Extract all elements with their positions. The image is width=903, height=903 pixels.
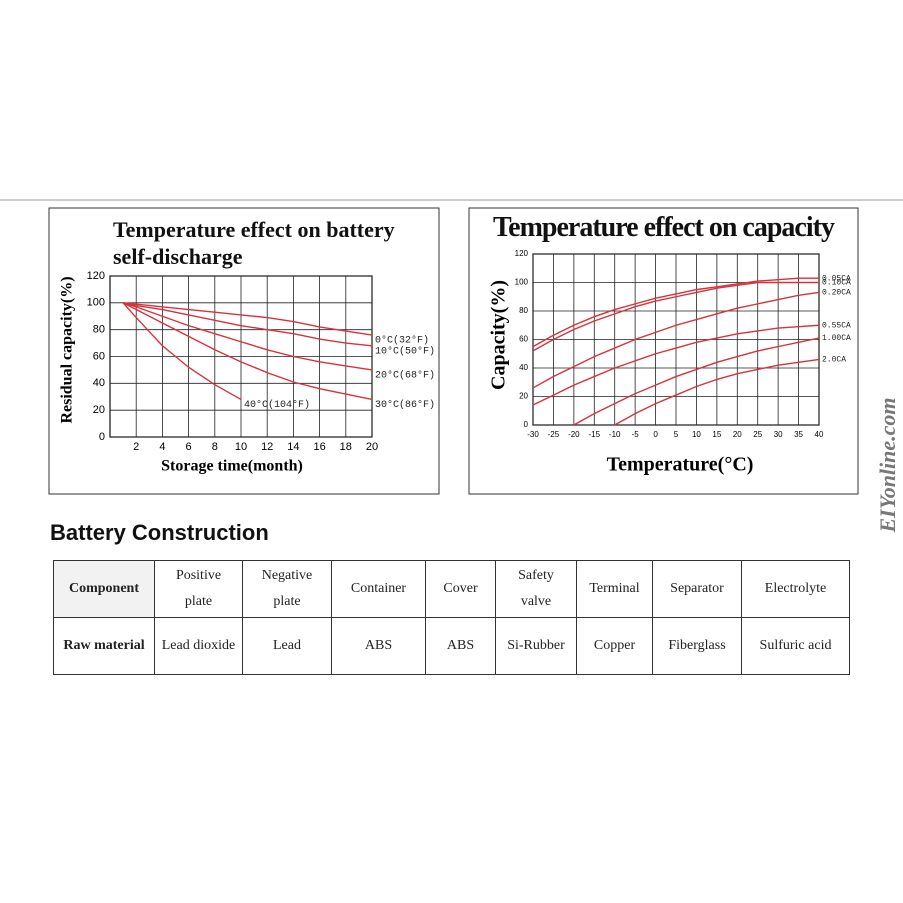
table-cell: ABS xyxy=(425,617,496,675)
table-cell: Negative plate xyxy=(242,560,332,618)
y-tick-label: 60 xyxy=(93,350,105,362)
table-cell: Lead dioxide xyxy=(154,617,243,675)
y-axis-label: Residual capacity(%) xyxy=(59,276,76,423)
series-label: 0°C(32°F) xyxy=(375,335,429,347)
table-cell: Terminal xyxy=(576,560,653,618)
line-series xyxy=(532,281,819,352)
x-tick-label: -25 xyxy=(548,430,560,439)
x-tick-label: 10 xyxy=(692,430,701,439)
series-label: 40°C(104°F) xyxy=(244,399,310,411)
y-tick-label: 20 xyxy=(519,392,528,401)
series-label: 0.05CA xyxy=(822,274,851,283)
table-cell: Container xyxy=(331,560,426,618)
x-tick-label: -20 xyxy=(568,430,580,439)
line-series xyxy=(532,324,820,406)
line-series xyxy=(122,302,373,347)
x-tick-label: -30 xyxy=(527,430,539,439)
x-tick-label: 14 xyxy=(287,441,299,453)
x-axis-label: Storage time(month) xyxy=(161,458,303,475)
x-tick-label: 10 xyxy=(235,441,247,453)
x-axis-label: Temperature(°C) xyxy=(607,454,754,476)
table-row: Component Positive plate Negative plate Con… xyxy=(53,560,850,618)
x-tick-label: 16 xyxy=(313,441,325,453)
chart-title: Temperature effect on battery self-disch… xyxy=(113,217,395,269)
series-label: 20°C(68°F) xyxy=(375,370,435,382)
series-label: 0.10CA xyxy=(822,279,851,288)
line-series xyxy=(532,277,819,348)
y-tick-label: 0 xyxy=(99,431,105,443)
table-cell: Fiberglass xyxy=(652,617,742,675)
x-tick-label: -15 xyxy=(589,430,601,439)
table-cell: Sulfuric acid xyxy=(741,617,850,675)
y-axis-label: Capacity(%) xyxy=(488,280,510,390)
line-series xyxy=(614,358,820,426)
x-tick-label: 0 xyxy=(653,430,658,439)
x-tick-label: 30 xyxy=(774,430,783,439)
table-cell: Copper xyxy=(576,617,653,675)
x-tick-label: 25 xyxy=(753,430,762,439)
line-series xyxy=(573,337,820,426)
y-tick-label: 40 xyxy=(93,377,105,389)
y-tick-label: 80 xyxy=(93,324,105,336)
y-tick-label: 20 xyxy=(93,404,105,416)
y-tick-label: 40 xyxy=(519,363,528,372)
y-tick-label: 100 xyxy=(515,278,529,287)
line-series xyxy=(122,302,373,401)
x-tick-label: 8 xyxy=(212,441,218,453)
x-tick-label: 20 xyxy=(366,441,378,453)
section-heading: Battery Construction xyxy=(50,520,269,545)
x-tick-label: 40 xyxy=(815,430,824,439)
chart-frame xyxy=(468,207,859,495)
x-tick-label: 35 xyxy=(794,430,803,439)
table-cell: Electrolyte xyxy=(741,560,850,618)
series-label: 0.20CA xyxy=(822,289,851,298)
x-tick-label: 20 xyxy=(733,430,742,439)
x-tick-label: -5 xyxy=(632,430,640,439)
table-cell: Si-Rubber xyxy=(495,617,577,675)
y-tick-label: 100 xyxy=(87,297,105,309)
y-tick-label: 120 xyxy=(515,249,529,258)
row-header: Component xyxy=(53,560,155,618)
chart-frame xyxy=(48,207,440,495)
series-label: 2.0CA xyxy=(822,356,846,365)
table-cell: Separator xyxy=(652,560,742,618)
y-tick-label: 120 xyxy=(87,270,105,282)
y-tick-label: 60 xyxy=(519,335,528,344)
y-tick-label: 80 xyxy=(519,306,528,315)
table-cell: Lead xyxy=(242,617,332,675)
x-tick-label: 4 xyxy=(159,441,165,453)
x-tick-label: -10 xyxy=(609,430,621,439)
line-series xyxy=(122,302,242,401)
line-series xyxy=(122,302,373,371)
table-cell: Cover xyxy=(425,560,496,618)
x-tick-label: 6 xyxy=(186,441,192,453)
table-cell: ABS xyxy=(331,617,426,675)
x-tick-label: 18 xyxy=(340,441,352,453)
x-tick-label: 5 xyxy=(674,430,679,439)
x-tick-label: 2 xyxy=(133,441,139,453)
table-cell: Safety valve xyxy=(495,560,577,618)
construction-table: Component Positive plate Negative plate Con… xyxy=(53,560,850,675)
table-cell: Positive plate xyxy=(154,560,243,618)
watermark: EIYonline.com xyxy=(875,397,900,533)
series-label: 0.55CA xyxy=(822,321,851,330)
series-label: 10°C(50°F) xyxy=(375,345,435,357)
y-tick-label: 0 xyxy=(524,420,529,429)
chart-title: Temperature effect on capacity xyxy=(493,212,835,243)
x-tick-label: 15 xyxy=(712,430,721,439)
series-label: 30°C(86°F) xyxy=(375,399,435,411)
x-tick-label: 12 xyxy=(261,441,273,453)
series-label: 1.00CA xyxy=(822,334,851,343)
table-row: Raw material Lead dioxide Lead ABS ABS Si-Rub… xyxy=(53,617,850,675)
line-series xyxy=(532,291,820,389)
line-series xyxy=(123,302,373,336)
row-header: Raw material xyxy=(53,617,155,675)
